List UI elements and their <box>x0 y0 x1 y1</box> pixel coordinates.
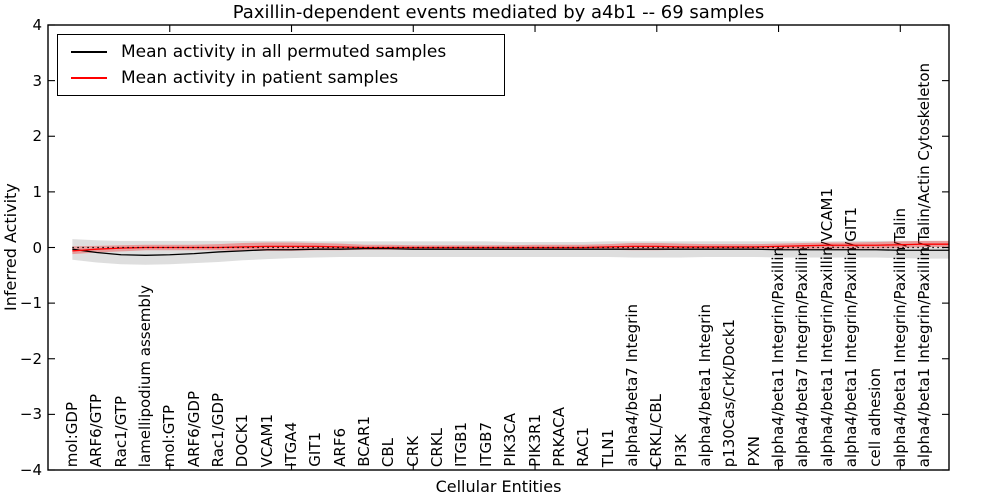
y-tick-label: 0 <box>32 238 42 257</box>
x-tick-label: Rac1/GTP <box>111 395 130 467</box>
x-tick-label: CBL <box>379 437 398 467</box>
x-tick-label: PXN <box>744 436 763 467</box>
x-tick-label: Rac1/GDP <box>208 392 227 467</box>
x-tick-label: ITGB1 <box>452 421 471 467</box>
legend: Mean activity in all permuted samples Me… <box>57 34 505 96</box>
legend-item-permuted: Mean activity in all permuted samples <box>58 42 504 62</box>
x-tick-label: ARF6 <box>330 428 349 467</box>
x-tick-label: GIT1 <box>306 432 325 467</box>
chart-title: Paxillin-dependent events mediated by a4… <box>232 2 765 23</box>
y-axis-label: Inferred Activity <box>1 183 20 312</box>
legend-label-permuted: Mean activity in all permuted samples <box>121 42 447 63</box>
x-tick-label: TLN1 <box>598 428 617 467</box>
y-tick-label: 4 <box>32 16 42 34</box>
x-tick-label: alpha4/beta1 Integrin/Paxillin/GIT1 <box>842 206 861 467</box>
y-tick-label: 2 <box>32 127 42 146</box>
x-tick-label: ITGA4 <box>282 421 300 467</box>
x-tick-label: CRKL/CBL <box>647 393 666 467</box>
y-tick-label: 3 <box>32 71 42 90</box>
x-tick-label: alpha4/beta1 Integrin/Paxillin/Talin <box>890 207 909 467</box>
x-tick-label: p130Cas/Crk/Dock1 <box>720 318 739 467</box>
x-axis-label: Cellular Entities <box>435 477 562 496</box>
x-tick-label: PIK3CA <box>501 413 520 467</box>
x-tick-label: PIK3R1 <box>525 414 544 467</box>
x-tick-label: mol:GDP <box>62 401 81 467</box>
y-tick-label: −3 <box>19 405 42 424</box>
x-tick-label: ITGB7 <box>476 421 495 467</box>
x-tick-label: alpha4/beta1 Integrin <box>695 304 714 467</box>
x-tick-label: CRK <box>403 436 422 467</box>
permuted-line-swatch-icon <box>71 51 107 54</box>
x-tick-label: alpha4/beta7 Integrin <box>622 304 641 467</box>
y-tick-label: −1 <box>19 294 42 313</box>
x-tick-label: alpha4/beta1 Integrin/Paxillin/Talin/Act… <box>915 62 934 467</box>
x-tick-label: alpha4/beta1 Integrin/Paxillin/VCAM1 <box>817 188 836 467</box>
y-tick-label: 1 <box>32 182 42 201</box>
legend-label-patient: Mean activity in patient samples <box>121 67 399 88</box>
y-tick-label: −2 <box>19 349 42 368</box>
x-tick-label: cell adhesion <box>866 368 885 467</box>
x-tick-label: PRKACA <box>549 407 568 467</box>
x-tick-label: lamellipodium assembly <box>135 284 154 467</box>
x-tick-label: mol:GTP <box>160 404 179 467</box>
x-tick-label: PI3K <box>671 434 690 467</box>
x-tick-label: DOCK1 <box>233 413 252 467</box>
patient-line-swatch-icon <box>71 76 107 79</box>
x-tick-label: alpha4/beta1 Integrin/Paxillin <box>769 246 788 467</box>
x-tick-label: VCAM1 <box>257 413 276 467</box>
x-tick-label: alpha4/beta7 Integrin/Paxillin <box>793 246 812 467</box>
y-tick-label: −4 <box>19 461 42 479</box>
x-tick-label: RAC1 <box>574 427 593 467</box>
x-tick-label: ARF6/GDP <box>184 390 203 467</box>
x-tick-label: CRKL <box>428 427 447 467</box>
x-tick-label: BCAR1 <box>355 416 374 467</box>
legend-item-patient: Mean activity in patient samples <box>58 68 504 88</box>
x-tick-label: ARF6/GTP <box>87 393 106 467</box>
